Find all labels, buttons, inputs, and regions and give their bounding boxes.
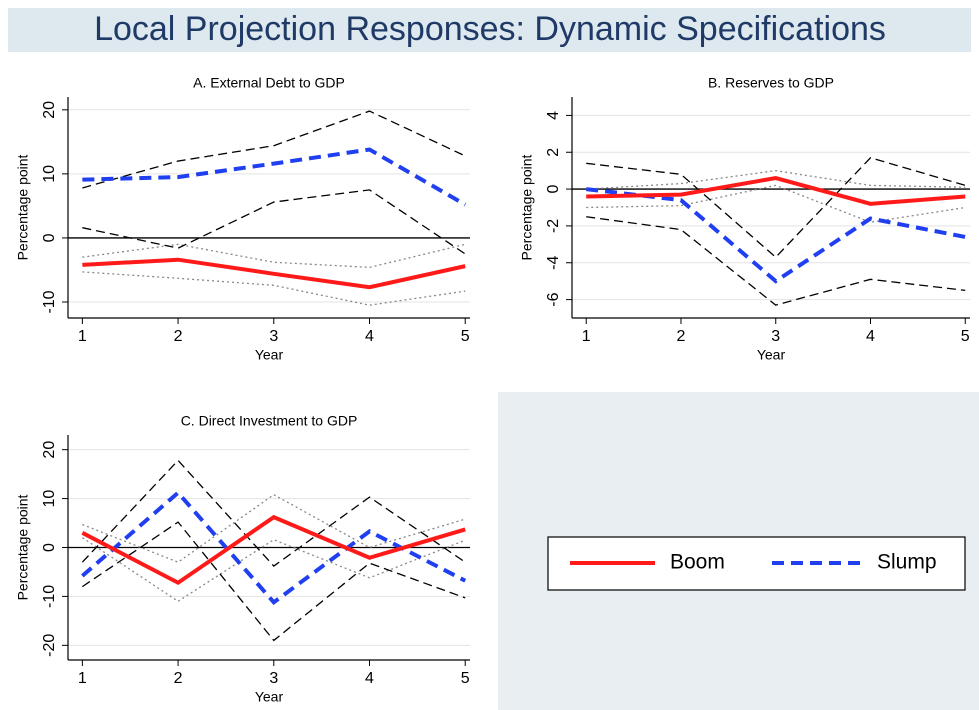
y-tick-label: 2 <box>545 148 562 157</box>
y-tick-label: 10 <box>41 165 58 183</box>
page-title: Local Projection Responses: Dynamic Spec… <box>94 10 886 48</box>
x-tick-label: 5 <box>461 670 470 687</box>
x-tick-label: 5 <box>461 328 470 345</box>
series-line <box>586 184 966 223</box>
x-axis-label: Year <box>757 347 786 363</box>
chart-title: A. External Debt to GDP <box>193 75 345 91</box>
series-line <box>586 170 966 190</box>
series-line <box>586 175 966 206</box>
series-line <box>82 243 466 269</box>
x-tick-label: 4 <box>365 328 374 345</box>
y-tick-label: 4 <box>545 111 562 120</box>
series-line <box>81 537 466 603</box>
x-tick-label: 2 <box>174 328 183 345</box>
x-tick-label: 3 <box>269 328 278 345</box>
chart-title: C. Direct Investment to GDP <box>181 413 358 429</box>
y-tick-label: -2 <box>545 219 562 233</box>
y-tick-label: 10 <box>41 490 58 508</box>
x-tick-label: 2 <box>677 328 686 345</box>
y-tick-label: -10 <box>41 290 58 313</box>
x-tick-label: 4 <box>365 670 374 687</box>
series-line <box>82 493 466 563</box>
y-tick-label: -6 <box>545 292 562 306</box>
title-bar <box>8 8 971 52</box>
x-tick-label: 1 <box>78 328 87 345</box>
x-tick-label: 1 <box>78 670 87 687</box>
x-tick-label: 3 <box>771 328 780 345</box>
y-axis-label: Percentage point <box>15 154 31 260</box>
chart-title: B. Reserves to GDP <box>708 75 834 91</box>
y-tick-label: 0 <box>545 185 562 194</box>
legend-label: Slump <box>877 551 937 574</box>
x-tick-label: 5 <box>961 328 970 345</box>
series-line <box>81 514 466 586</box>
y-axis-label: Percentage point <box>519 154 535 260</box>
y-axis-label: Percentage point <box>15 494 31 600</box>
series-line <box>82 110 466 189</box>
series-line <box>81 521 466 642</box>
y-tick-label: 20 <box>41 441 58 459</box>
y-tick-label: -4 <box>545 256 562 270</box>
y-tick-label: 0 <box>41 233 58 242</box>
x-axis-label: Year <box>255 689 284 705</box>
series-line <box>586 157 966 259</box>
series-line <box>586 216 966 306</box>
y-tick-label: 20 <box>41 101 58 119</box>
series-line <box>82 271 466 306</box>
series-line <box>82 189 466 255</box>
series-line <box>82 147 467 207</box>
x-tick-label: 3 <box>269 670 278 687</box>
x-tick-label: 2 <box>174 670 183 687</box>
y-tick-label: 0 <box>41 543 58 552</box>
series-line <box>585 187 966 284</box>
y-tick-label: -10 <box>41 585 58 608</box>
x-tick-label: 1 <box>582 328 591 345</box>
x-tick-label: 4 <box>866 328 875 345</box>
series-line <box>82 257 466 290</box>
series-line <box>81 459 466 567</box>
legend-label: Boom <box>670 551 725 574</box>
y-tick-label: -20 <box>41 634 58 657</box>
x-axis-label: Year <box>255 347 284 363</box>
